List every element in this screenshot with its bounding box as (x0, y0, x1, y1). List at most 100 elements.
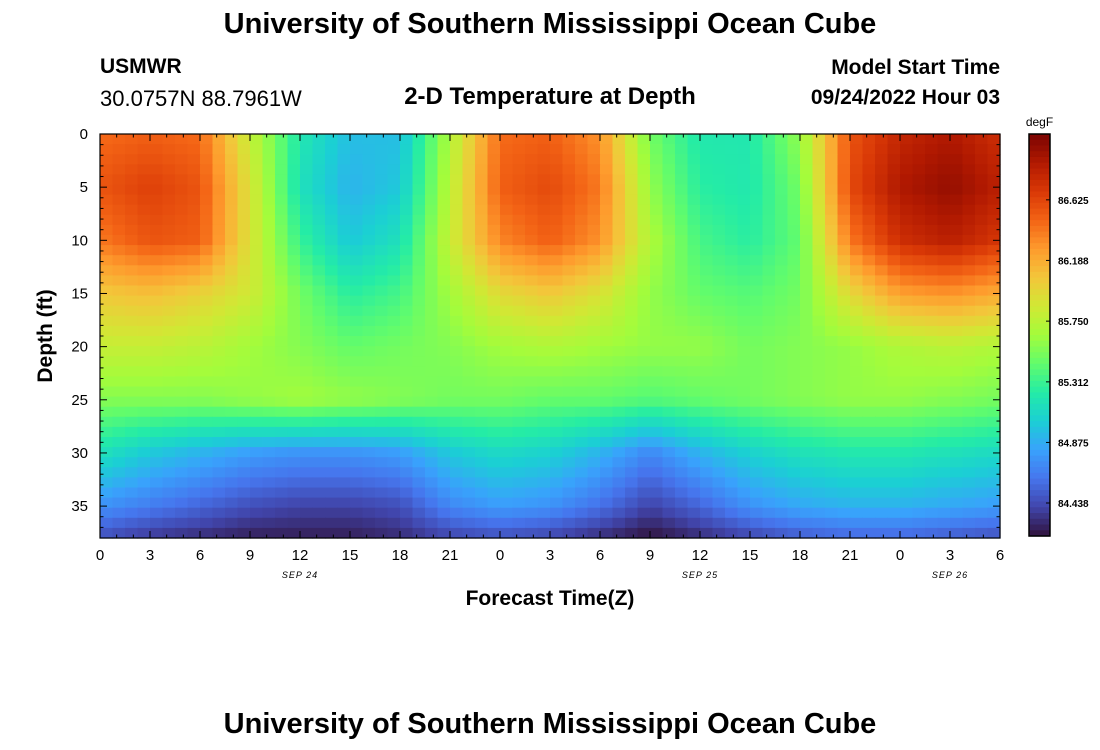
heatmap-cell (787, 437, 801, 448)
heatmap-cell (950, 477, 964, 489)
heatmap-cell (325, 275, 339, 287)
heatmap-cell (850, 406, 864, 418)
heatmap-cell (962, 396, 976, 408)
heatmap-cell (912, 376, 926, 388)
heatmap-cell (562, 396, 576, 408)
heatmap-cell (962, 366, 976, 377)
heatmap-cell (162, 336, 176, 347)
heatmap-cell (862, 194, 876, 206)
heatmap-cell (362, 376, 376, 388)
colorbar-segment (1029, 317, 1050, 325)
heatmap-cell (425, 346, 439, 357)
heatmap-cell (737, 305, 751, 317)
heatmap-cell (400, 315, 414, 327)
heatmap-cell (587, 164, 601, 175)
heatmap-cell (250, 184, 264, 196)
heatmap-cell (900, 235, 914, 246)
heatmap-cell (687, 315, 701, 327)
heatmap-cell (937, 507, 951, 519)
heatmap-cell (112, 497, 126, 509)
heatmap-cell (525, 204, 539, 216)
heatmap-cell (512, 174, 526, 186)
heatmap-cell (987, 325, 1001, 337)
heatmap-cell (812, 457, 826, 468)
heatmap-cell (412, 416, 426, 428)
heatmap-cell (887, 346, 901, 357)
heatmap-cell (737, 214, 751, 226)
heatmap-cell (450, 376, 464, 388)
heatmap-cell (825, 144, 839, 155)
heatmap-cell (925, 305, 939, 317)
heatmap-cell (487, 144, 501, 155)
heatmap-cell (200, 366, 214, 377)
heatmap-cell (912, 346, 926, 357)
heatmap-cell (900, 144, 914, 155)
heatmap-cell (400, 325, 414, 337)
heatmap-cell (850, 154, 864, 165)
heatmap-cell (250, 467, 264, 478)
heatmap-cell (112, 315, 126, 327)
heatmap-cell (362, 517, 376, 529)
heatmap-cell (375, 437, 389, 448)
heatmap-cell (500, 164, 514, 175)
heatmap-cell (900, 315, 914, 327)
heatmap-cell (587, 295, 601, 307)
heatmap-cell (550, 416, 564, 428)
heatmap-cell (250, 285, 264, 297)
heatmap-cell (900, 295, 914, 307)
colorbar-segment (1029, 363, 1050, 371)
heatmap-cell (250, 224, 264, 236)
heatmap-cell (487, 487, 501, 499)
heatmap-cell (112, 517, 126, 529)
heatmap-cell (575, 275, 589, 287)
heatmap-cell (937, 174, 951, 186)
heatmap-cell (237, 295, 251, 307)
heatmap-cell (687, 154, 701, 165)
heatmap-cell (900, 477, 914, 489)
heatmap-cell (225, 285, 239, 297)
colorbar-segment (1029, 179, 1050, 187)
heatmap-cell (612, 396, 626, 408)
heatmap-cell (962, 194, 976, 206)
heatmap-cell (437, 477, 451, 489)
heatmap-cell (650, 386, 664, 398)
heatmap-cell (350, 447, 364, 458)
heatmap-cell (337, 295, 351, 307)
heatmap-cell (850, 336, 864, 347)
heatmap-cell (312, 184, 326, 196)
heatmap-cell (375, 517, 389, 529)
heatmap-cell (150, 406, 164, 418)
heatmap-cell (575, 204, 589, 216)
heatmap-cell (937, 376, 951, 388)
heatmap-cell (962, 265, 976, 276)
heatmap-cell (787, 144, 801, 155)
heatmap-cell (550, 295, 564, 307)
heatmap-cell (737, 517, 751, 529)
heatmap-cell (462, 477, 476, 489)
heatmap-cell (187, 164, 201, 175)
heatmap-cell (537, 457, 551, 468)
heatmap-cell (437, 346, 451, 357)
heatmap-cell (150, 507, 164, 519)
heatmap-cell (462, 447, 476, 458)
heatmap-cell (612, 305, 626, 317)
heatmap-cell (512, 245, 526, 256)
heatmap-cell (725, 437, 739, 448)
heatmap-cell (775, 235, 789, 246)
heatmap-cell (725, 144, 739, 155)
heatmap-cell (237, 224, 251, 236)
heatmap-cell (487, 214, 501, 226)
heatmap-cell (575, 194, 589, 206)
heatmap-cell (387, 285, 401, 297)
heatmap-cell (950, 457, 964, 468)
heatmap-cell (325, 467, 339, 478)
heatmap-cell (962, 245, 976, 256)
heatmap-cell (300, 204, 314, 216)
heatmap-cell (287, 416, 301, 428)
heatmap-cell (312, 406, 326, 418)
heatmap-cell (875, 174, 889, 186)
heatmap-cell (250, 305, 264, 317)
heatmap-cell (700, 325, 714, 337)
heatmap-cell (837, 336, 851, 347)
heatmap-cell (712, 174, 726, 186)
